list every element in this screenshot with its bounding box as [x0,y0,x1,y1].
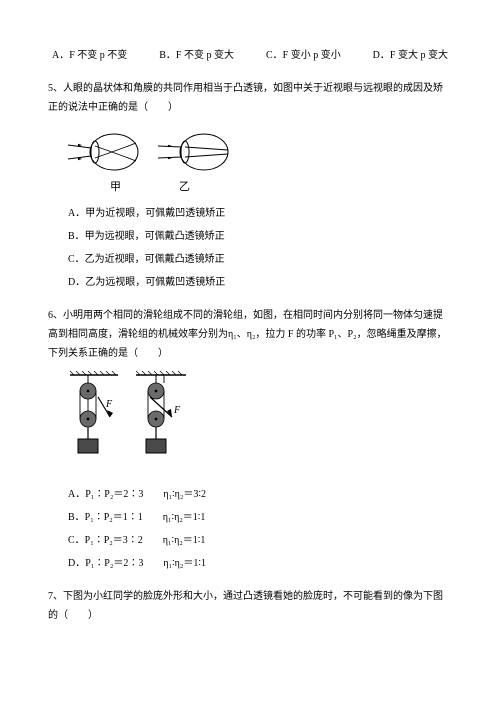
q5-label-jia: 甲 [110,177,121,198]
q4-options: A．F 不变 p 不变 B．F 不变 p 变大 C．F 变小 p 变小 D．F … [48,46,452,65]
q6-figure: F F [68,369,452,479]
q7-stem: 7、下图为小红同学的脸庞外形和大小，通过凸透镜看她的脸庞时，不可能看到的像为下图… [48,587,452,625]
pulley-system-right-icon: F [136,371,186,453]
q5-choice-d: D．乙为远视眼，可佩戴凹透镜矫正 [48,273,452,292]
q5-figure: 甲 乙 [68,123,452,198]
q5-choices: A．甲为近视眼，可佩戴凹透镜矫正 B．甲为远视眼，可佩戴凸透镜矫正 C．乙为近视… [48,204,452,292]
q6-choices: A．P₁∶P₂＝2∶3 η₁∶η₂＝3∶2 B．P₁∶P₂＝1∶1 η₁∶η₂＝… [48,485,452,573]
q5-choice-b: B．甲为远视眼，可佩戴凸透镜矫正 [48,227,452,246]
q4-option-d: D．F 变大 p 变大 [373,46,448,65]
q4-option-c: C．F 变小 p 变小 [266,46,341,65]
q6-choice-c: C．P₁∶P₂＝3∶2 η₁∶η₂＝1∶1 [48,531,452,550]
q5-choice-a: A．甲为近视眼，可佩戴凹透镜矫正 [48,204,452,223]
q4-option-b: B．F 不变 p 变大 [159,46,234,65]
q6-choice-d: D．P₁∶P₂＝2∶3 η₁∶η₂＝1∶1 [48,554,452,573]
q6-stem-text: 6、小明用两个相同的滑轮组成不同的滑轮组，如图，在相同时间内分别将同一物体匀速提… [48,310,447,359]
q6-choice-b: B．P₁∶P₂＝1∶1 η₁∶η₂＝1∶1 [48,508,452,527]
eye-yi-icon [158,134,228,170]
q5-figure-labels: 甲 乙 [68,177,452,198]
q5-label-yi: 乙 [179,177,190,198]
q6-stem: 6、小明用两个相同的滑轮组成不同的滑轮组，如图，在相同时间内分别将同一物体匀速提… [48,306,452,363]
q5-stem-text: 5、人眼的晶状体和角膜的共同作用相当于凸透镜，如图中关于近视眼与远视眼的成因及矫… [48,83,443,113]
q4-option-a: A．F 不变 p 不变 [52,46,127,65]
q6-choice-a: A．P₁∶P₂＝2∶3 η₁∶η₂＝3∶2 [48,485,452,504]
svg-text:F: F [105,399,113,410]
pulley-system-left-icon: F [70,371,118,453]
q7-stem-text: 7、下图为小红同学的脸庞外形和大小，通过凸透镜看她的脸庞时，不可能看到的像为下图… [48,591,443,621]
q5-stem: 5、人眼的晶状体和角膜的共同作用相当于凸透镜，如图中关于近视眼与远视眼的成因及矫… [48,79,452,117]
eye-jia-icon [68,134,138,170]
svg-text:F: F [173,405,181,416]
q5-choice-c: C．乙为近视眼，可佩戴凸透镜矫正 [48,250,452,269]
